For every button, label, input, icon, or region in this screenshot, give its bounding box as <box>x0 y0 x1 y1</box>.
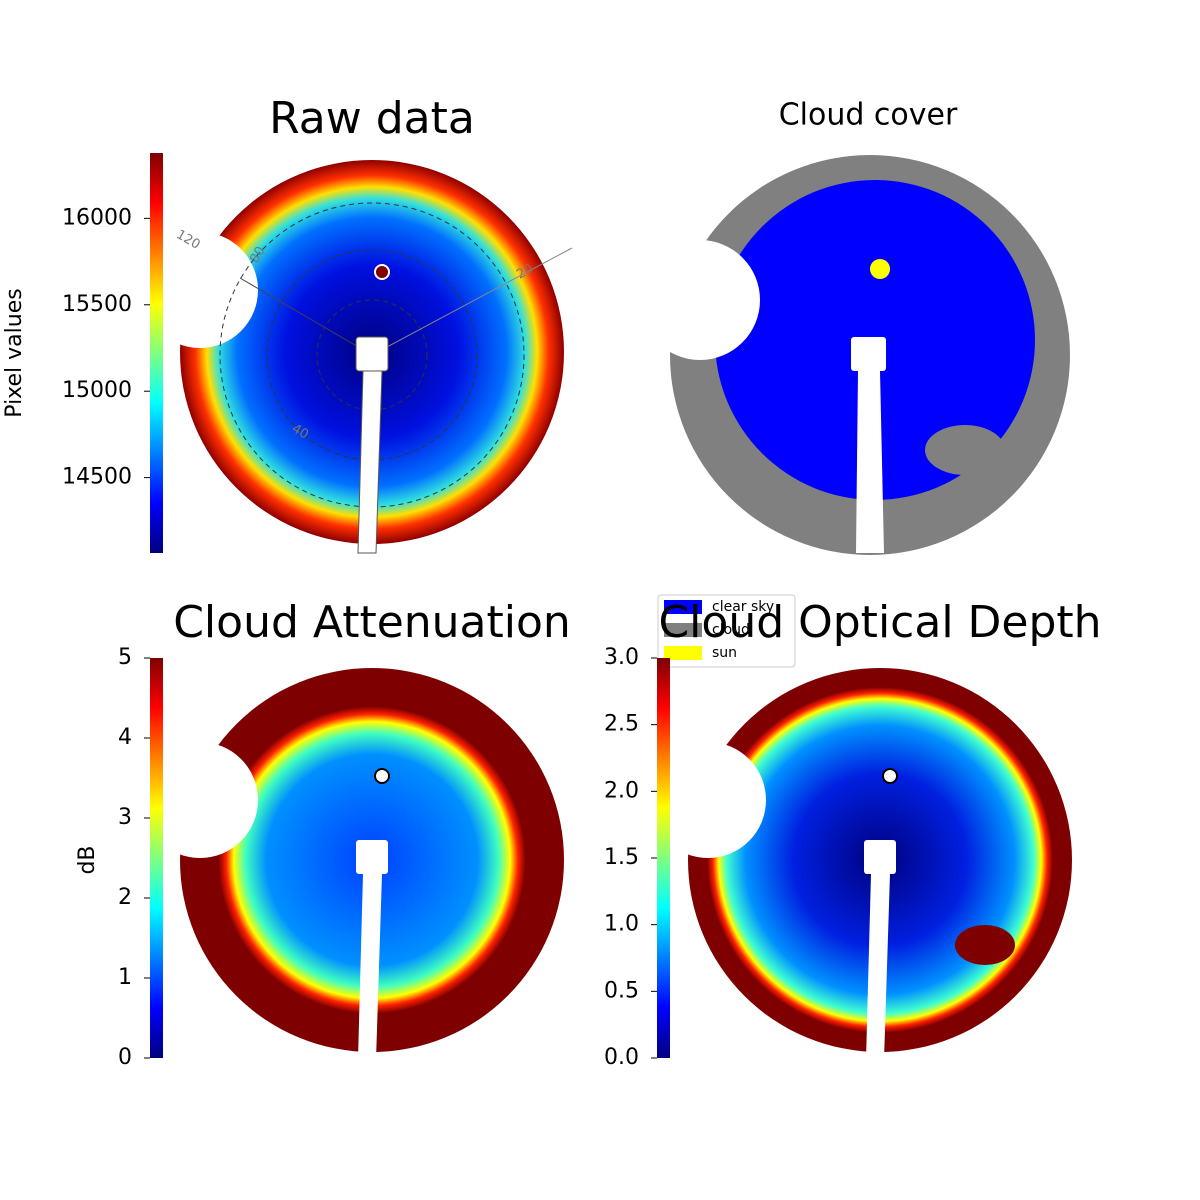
colorbar-tick-label: 5 <box>118 645 132 670</box>
colorbar-tick-label: 15500 <box>62 292 132 317</box>
legend-swatch <box>664 646 702 660</box>
colorbar-tick-label: 0.0 <box>604 1045 639 1070</box>
colorbar-tick-label: 2.0 <box>604 778 639 803</box>
panel-title: Cloud cover <box>779 98 958 133</box>
colorbar <box>657 658 670 1058</box>
cloud-mask <box>640 155 1070 555</box>
colorbar-label: Pixel values <box>2 288 27 417</box>
attenuation-image <box>142 668 564 1060</box>
colorbar-tick-label: 15000 <box>62 378 132 403</box>
panel-title: Raw data <box>269 93 475 144</box>
colorbar-tick-label: 2 <box>118 885 132 910</box>
legend-swatch <box>664 600 702 614</box>
colorbar-tick-label: 0.5 <box>604 978 639 1003</box>
colorbar-tick-label: 16000 <box>62 205 132 230</box>
panel-title: Cloud Optical Depth <box>658 597 1101 648</box>
colorbar <box>150 658 163 1058</box>
colorbar-label: dB <box>75 845 100 874</box>
optical-depth-image <box>650 668 1072 1060</box>
panel-title: Cloud Attenuation <box>173 597 571 648</box>
colorbar-tick-label: 1.0 <box>604 912 639 937</box>
colorbar-tick-label: 3 <box>118 805 132 830</box>
polar-grid-label: 20 <box>514 261 536 282</box>
legend-label: clear sky <box>712 599 774 615</box>
colorbar-tick-label: 4 <box>118 725 132 750</box>
legend-label: sun <box>712 645 737 661</box>
colorbar-tick-label: 1.5 <box>604 845 639 870</box>
colorbar-tick-label: 14500 <box>62 465 132 490</box>
polar-grid-label: 40 <box>289 421 311 442</box>
colorbar-tick-label: 3.0 <box>604 645 639 670</box>
legend-entries: clear sky cloud sun <box>664 599 774 661</box>
colorbar-tick-label: 0 <box>118 1045 132 1070</box>
legend-label: cloud <box>712 622 750 638</box>
legend-swatch <box>664 623 702 637</box>
colorbar-tick-label: 1 <box>118 965 132 990</box>
colorbar-tick-label: 2.5 <box>604 712 639 737</box>
sky-image <box>142 160 573 554</box>
colorbar <box>150 153 163 553</box>
polar-grid-label: 80 <box>247 244 268 266</box>
